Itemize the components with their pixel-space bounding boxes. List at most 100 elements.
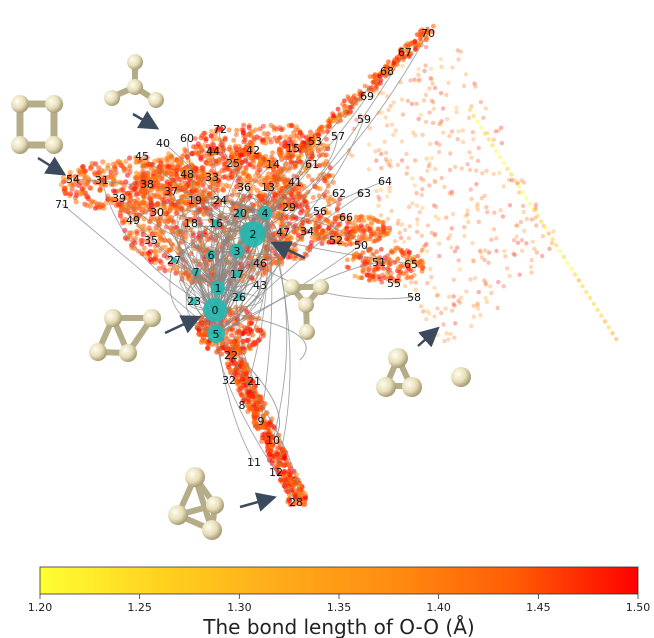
node-label-47: 47: [276, 226, 290, 239]
scatter-point: [140, 159, 146, 165]
scatter-point: [127, 210, 133, 216]
scatter-point: [497, 170, 502, 176]
scatter-point: [151, 192, 157, 198]
scatter-point: [427, 311, 432, 316]
scatter-point: [260, 137, 266, 143]
scatter-point: [456, 57, 461, 62]
scatter-point: [377, 74, 383, 79]
scatter-point: [166, 163, 172, 169]
scatter-point: [283, 152, 289, 158]
scatter-point: [509, 172, 514, 177]
scatter-point: [323, 136, 329, 142]
graph-edge: [219, 128, 266, 214]
node-label-16: 16: [209, 217, 223, 230]
scatter-point: [218, 151, 224, 157]
scatter-point: [491, 227, 497, 232]
scatter-point: [299, 143, 305, 149]
scatter-point: [433, 180, 438, 185]
scatter-point: [205, 161, 211, 167]
node-20: [236, 209, 244, 217]
node-label-20: 20: [233, 207, 247, 220]
node-17: [233, 270, 241, 278]
scatter-point: [258, 395, 264, 401]
scatter-point: [519, 178, 524, 183]
scatter-point: [448, 233, 453, 238]
scatter-point: [418, 112, 423, 118]
scatter-point: [470, 257, 476, 263]
scatter-point: [423, 119, 429, 125]
scatter-point: [393, 239, 398, 244]
scatter-point: [222, 174, 229, 180]
scatter-point: [282, 454, 288, 460]
node-label-52: 52: [329, 234, 343, 247]
node-23: [190, 297, 198, 305]
scatter-point: [284, 225, 290, 231]
scatter-point: [132, 175, 138, 181]
scatter-point: [233, 132, 239, 138]
scatter-point: [231, 187, 237, 194]
scatter-point: [244, 337, 250, 344]
scatter-point: [439, 175, 444, 181]
scatter-point: [572, 272, 578, 277]
scatter-point: [141, 245, 147, 251]
scatter-point: [378, 187, 384, 193]
scatter-point: [285, 177, 291, 183]
node-label-51: 51: [372, 256, 386, 269]
scatter-point: [360, 269, 366, 275]
scatter-point: [474, 182, 479, 187]
scatter-point: [437, 142, 442, 148]
scatter-point: [291, 130, 297, 136]
scatter-point: [486, 260, 491, 265]
scatter-point: [303, 168, 309, 174]
scatter-point: [384, 231, 390, 237]
scatter-point: [362, 83, 368, 89]
scatter-point: [241, 139, 247, 145]
scatter-point: [576, 278, 581, 283]
scatter-point: [118, 187, 124, 193]
scatter-point: [481, 115, 486, 121]
scatter-point: [534, 223, 539, 228]
scatter-point: [492, 210, 497, 215]
scatter-point: [85, 175, 91, 181]
scatter-point: [245, 132, 251, 138]
scatter-point: [385, 159, 390, 165]
scatter-point: [366, 273, 372, 279]
graph-edge: [179, 279, 217, 335]
graph-edge: [176, 210, 254, 289]
scatter-point: [385, 276, 390, 282]
scatter-point: [387, 228, 393, 233]
scatter-point: [370, 93, 376, 98]
node-label-38: 38: [140, 178, 154, 191]
node-label-3: 3: [234, 245, 241, 258]
node-label-59: 59: [357, 113, 371, 126]
scatter-point: [411, 130, 416, 135]
scatter-point: [430, 120, 436, 126]
scatter-point: [389, 122, 395, 127]
scatter-point: [76, 167, 82, 173]
node-label-7: 7: [193, 266, 200, 279]
scatter-point: [323, 210, 329, 216]
scatter-point: [170, 177, 176, 183]
scatter-point: [356, 218, 362, 223]
scatter-point: [388, 164, 394, 169]
scatter-point: [421, 178, 426, 183]
scatter-point: [367, 125, 372, 131]
scatter-point: [515, 240, 521, 245]
scatter-point: [397, 230, 402, 236]
scatter-point: [169, 159, 175, 165]
scatter-point: [391, 60, 397, 66]
scatter-point: [175, 232, 181, 238]
scatter-point: [292, 143, 298, 149]
scatter-point: [534, 250, 539, 255]
scatter-point: [396, 273, 402, 279]
scatter-point: [123, 159, 129, 165]
scatter-point: [281, 473, 287, 479]
scatter-point: [501, 284, 506, 289]
scatter-point: [96, 165, 102, 171]
scatter-point: [395, 221, 400, 226]
scatter-point: [379, 220, 385, 226]
scatter-point: [444, 331, 449, 336]
scatter-point: [482, 278, 487, 283]
scatter-point: [454, 105, 459, 110]
scatter-point: [138, 225, 144, 231]
